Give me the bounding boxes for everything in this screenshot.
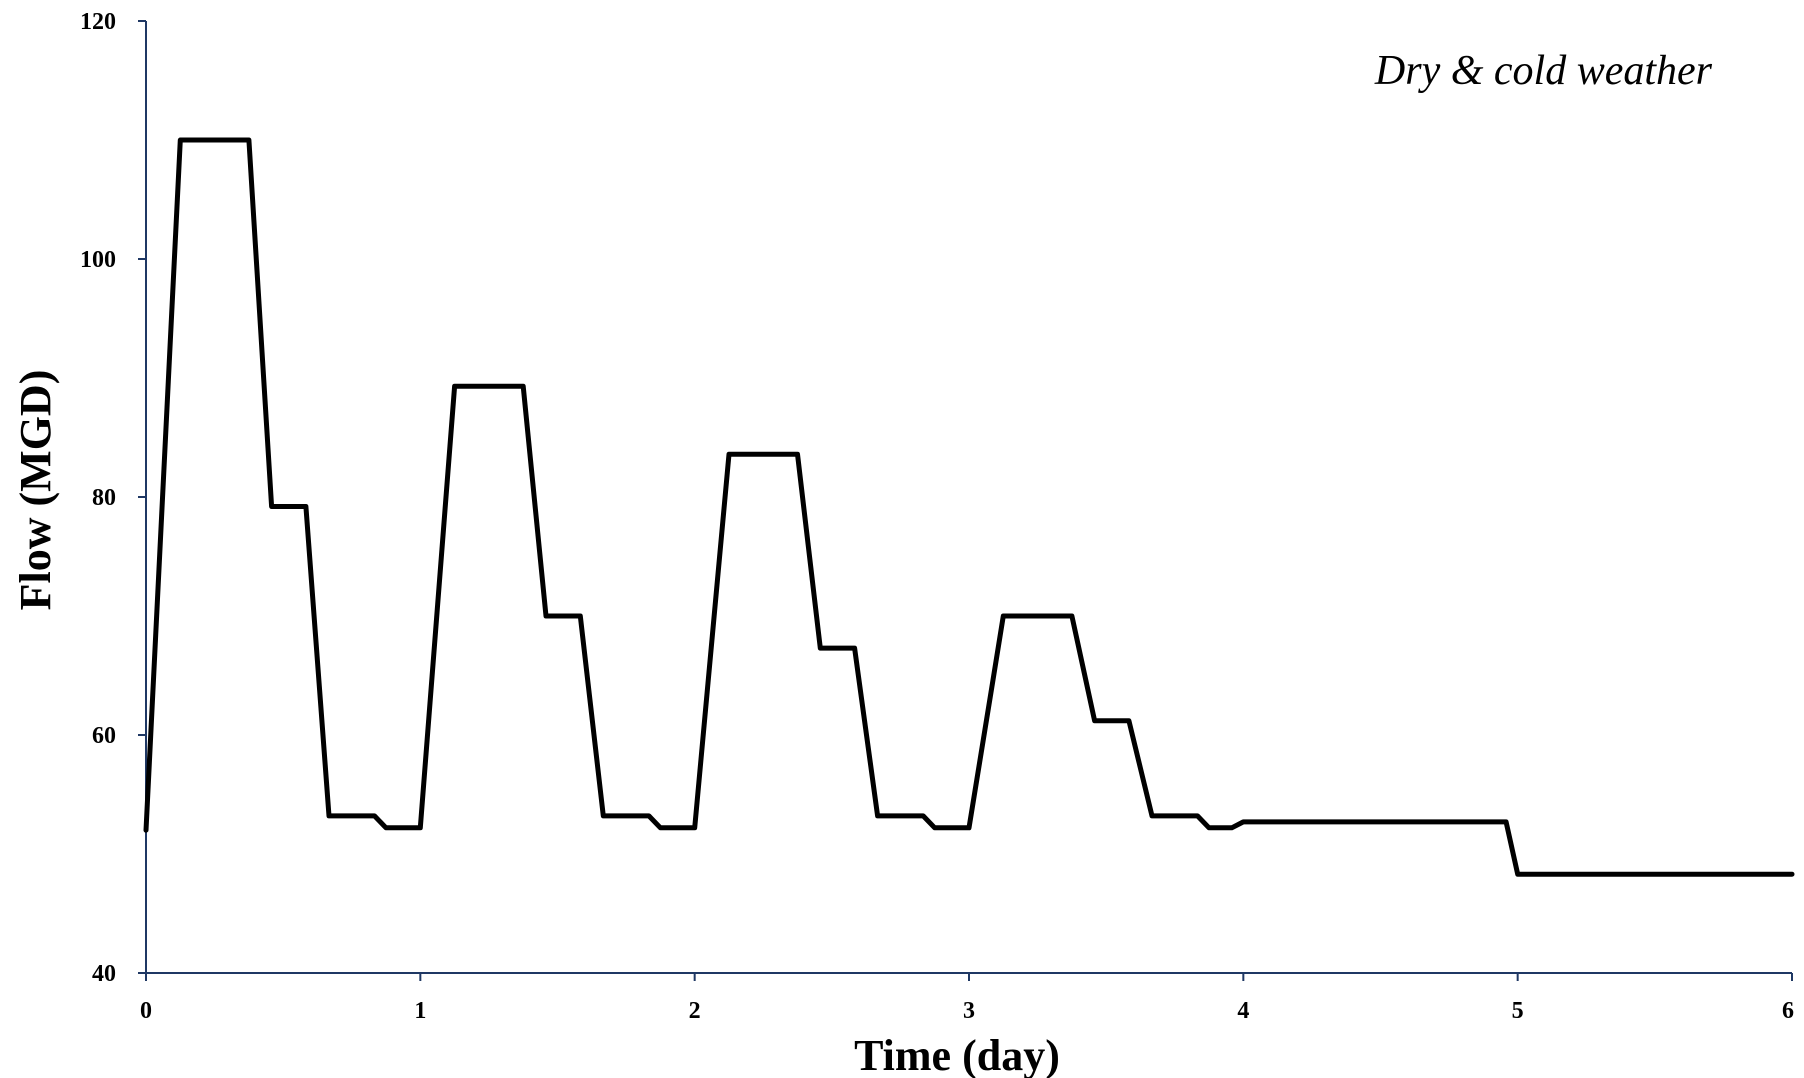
y-tick-label: 80 <box>92 485 116 511</box>
y-tick-label: 60 <box>92 723 116 749</box>
x-tick-label: 5 <box>1512 998 1524 1024</box>
flow-series-line <box>143 137 1795 877</box>
x-tick-label: 6 <box>1782 998 1794 1024</box>
y-tick-label: 120 <box>80 9 116 35</box>
x-tick-label: 3 <box>963 998 975 1024</box>
x-tick-label: 4 <box>1237 998 1249 1024</box>
y-axis-ticks: 40 60 80 100 120 <box>80 9 146 987</box>
x-tick-label: 0 <box>140 998 152 1024</box>
weather-annotation: Dry & cold weather <box>1374 48 1713 94</box>
y-tick-label: 100 <box>80 247 116 273</box>
x-axis-ticks: 0 1 2 3 4 5 6 <box>140 973 1794 1024</box>
y-axis-title: Flow (MGD) <box>11 370 60 611</box>
y-tick-label: 40 <box>92 961 116 987</box>
x-axis-title: Time (day) <box>854 1031 1060 1078</box>
x-tick-label: 1 <box>414 998 426 1024</box>
x-tick-label: 2 <box>689 998 701 1024</box>
